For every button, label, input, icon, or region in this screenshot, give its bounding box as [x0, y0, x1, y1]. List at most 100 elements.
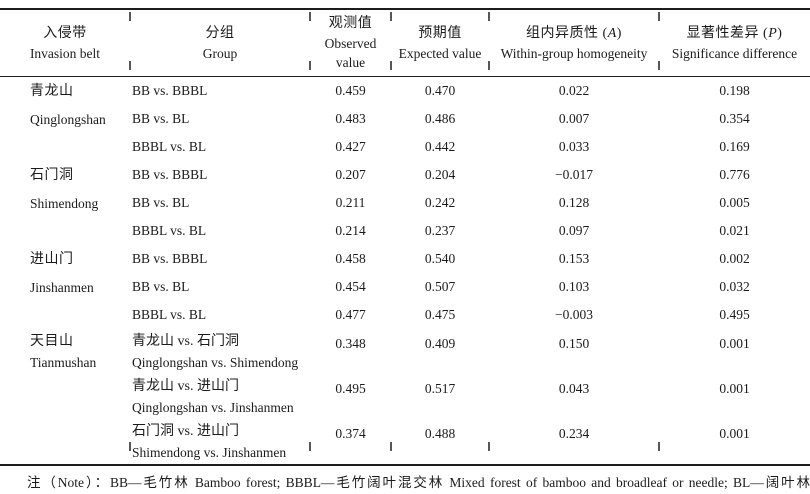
mrpp-results-table: 入侵带 Invasion belt 分组 Group 观测值 Observed …: [0, 8, 810, 466]
group-cell: BB vs. BBBL: [132, 166, 208, 182]
header-en: Observed value: [324, 36, 377, 70]
significance-cell: 0.001: [719, 335, 750, 351]
col-header-significance-difference: 显著性差异 (P) Significance difference: [659, 9, 810, 77]
belt-name-en: Tianmushan: [30, 354, 97, 370]
observed-cell: 0.427: [335, 138, 366, 154]
column-divider-tick: [658, 61, 660, 70]
homogeneity-cell: 0.043: [558, 380, 590, 396]
group-name-en: Qinglongshan vs. Jinshanmen: [132, 399, 294, 415]
belt-name-zh: 进山门: [30, 251, 74, 267]
header-zh: 预期值: [418, 25, 462, 41]
observed-cell: 0.348: [335, 335, 366, 351]
group-cell: BBBL vs. BL: [132, 306, 207, 322]
group-name-zh: 青龙山 vs. 进山门: [132, 378, 239, 394]
significance-cell: 0.005: [719, 194, 750, 210]
table-row: BB vs. BL 0.454 0.507 0.103 0.032: [0, 273, 810, 301]
expected-cell: 0.540: [424, 250, 456, 266]
homogeneity-cell: 0.153: [558, 250, 590, 266]
homogeneity-cell: −0.003: [555, 306, 593, 322]
col-header-invasion-belt: 入侵带 Invasion belt: [0, 9, 130, 77]
observed-cell: 0.459: [335, 82, 366, 98]
observed-cell: 0.495: [335, 380, 366, 396]
observed-cell: 0.483: [335, 110, 366, 126]
expected-cell: 0.517: [424, 380, 456, 396]
expected-cell: 0.409: [424, 335, 456, 351]
belt-cell-shimendong: 石门洞 Shimendong: [0, 161, 130, 245]
significance-cell: 0.032: [719, 278, 750, 294]
homogeneity-cell: 0.033: [558, 138, 590, 154]
table-row: 石门洞 Shimendong BB vs. BBBL 0.207 0.204 −…: [0, 161, 810, 211]
group-name-zh: 青龙山 vs. 石门洞: [132, 333, 239, 349]
column-divider-tick: [309, 61, 311, 70]
group-cell: BBBL vs. BL: [132, 138, 207, 154]
group-name-en: Qinglongshan vs. Shimendong: [132, 354, 299, 370]
expected-cell: 0.486: [424, 110, 456, 126]
belt-name-zh: 天目山: [30, 333, 74, 349]
significance-cell: 0.021: [719, 222, 750, 238]
column-divider-tick: [658, 442, 660, 451]
column-divider-tick: [488, 442, 490, 451]
observed-cell: 0.214: [335, 222, 366, 238]
column-divider-tick: [309, 442, 311, 451]
header-zh: 入侵带: [43, 25, 87, 41]
table-row: BB vs. BL 0.211 0.242 0.128 0.005: [0, 189, 810, 217]
header-en: Group: [202, 45, 238, 61]
group-cell: BB vs. BL: [132, 278, 190, 294]
significance-cell: 0.002: [719, 250, 750, 266]
group-cell: BBBL vs. BL: [132, 222, 207, 238]
expected-cell: 0.242: [424, 194, 456, 210]
significance-cell: 0.001: [719, 380, 750, 396]
group-name-zh: 石门洞 vs. 进山门: [132, 423, 239, 439]
group-cell: BB vs. BBBL: [132, 250, 208, 266]
table-row: BBBL vs. BL 0.214 0.237 0.097 0.021: [0, 217, 810, 245]
statistics-table: 入侵带 Invasion belt 分组 Group 观测值 Observed …: [0, 8, 810, 466]
footnote-line-1: 注（Note）：BB—毛竹林 Bamboo forest; BBBL—毛竹阔叶混…: [27, 474, 810, 490]
expected-cell: 0.470: [424, 82, 456, 98]
observed-cell: 0.454: [335, 278, 366, 294]
belt-cell-jinshanmen: 进山门 Jinshanmen: [0, 245, 130, 329]
belt-cell-tianmushan: 天目山 Tianmushan: [0, 329, 130, 465]
belt-cell-qinglongshan: 青龙山 Qinglongshan: [0, 77, 130, 161]
group-cell: 青龙山 vs. 进山门 Qinglongshan vs. Jinshanmen: [130, 374, 310, 419]
belt-name-en: Shimendong: [30, 195, 99, 211]
header-zh: 分组: [205, 25, 235, 41]
homogeneity-cell: −0.017: [555, 166, 593, 182]
observed-cell: 0.477: [335, 306, 366, 322]
homogeneity-cell: 0.022: [558, 82, 590, 98]
homogeneity-cell: 0.097: [558, 222, 590, 238]
group-cell: BB vs. BBBL: [132, 82, 208, 98]
header-zh: 显著性差异 (: [686, 25, 769, 41]
header-paren: ): [616, 25, 622, 41]
group-cell: BB vs. BL: [132, 110, 190, 126]
expected-cell: 0.475: [424, 306, 456, 322]
column-divider-tick: [129, 442, 131, 451]
table-row: BBBL vs. BL 0.427 0.442 0.033 0.169: [0, 133, 810, 161]
header-en: Invasion belt: [29, 45, 101, 61]
table-row: 石门洞 vs. 进山门 Shimendong vs. Jinshanmen 0.…: [0, 419, 810, 465]
belt-name-zh: 石门洞: [30, 167, 74, 183]
header-variable: A: [607, 25, 617, 41]
column-divider-tick: [390, 12, 392, 21]
observed-cell: 0.211: [335, 194, 366, 210]
col-header-group: 分组 Group: [130, 9, 310, 77]
homogeneity-cell: 0.128: [558, 194, 590, 210]
group-name-en: Shimendong vs. Jinshanmen: [132, 444, 287, 460]
table-row: 天目山 Tianmushan 青龙山 vs. 石门洞 Qinglongshan …: [0, 329, 810, 374]
header-paren: ): [777, 25, 783, 41]
belt-name-en: Jinshanmen: [30, 279, 94, 295]
significance-cell: 0.495: [719, 306, 750, 322]
observed-cell: 0.207: [335, 166, 366, 182]
significance-cell: 0.169: [719, 138, 750, 154]
expected-cell: 0.488: [424, 425, 456, 441]
table-row: 进山门 Jinshanmen BB vs. BBBL 0.458 0.540 0…: [0, 245, 810, 295]
table-footnote: 注（Note）：BB—毛竹林 Bamboo forest; BBBL—毛竹阔叶混…: [0, 472, 810, 494]
observed-cell: 0.458: [335, 250, 366, 266]
column-divider-tick: [309, 12, 311, 21]
expected-cell: 0.237: [424, 222, 456, 238]
col-header-expected-value: 预期值 Expected value: [391, 9, 489, 77]
expected-cell: 0.442: [424, 138, 456, 154]
significance-cell: 0.776: [719, 166, 750, 182]
expected-cell: 0.204: [424, 166, 456, 182]
col-header-within-group-homogeneity: 组内异质性 (A) Within-group homogeneity: [489, 9, 659, 77]
